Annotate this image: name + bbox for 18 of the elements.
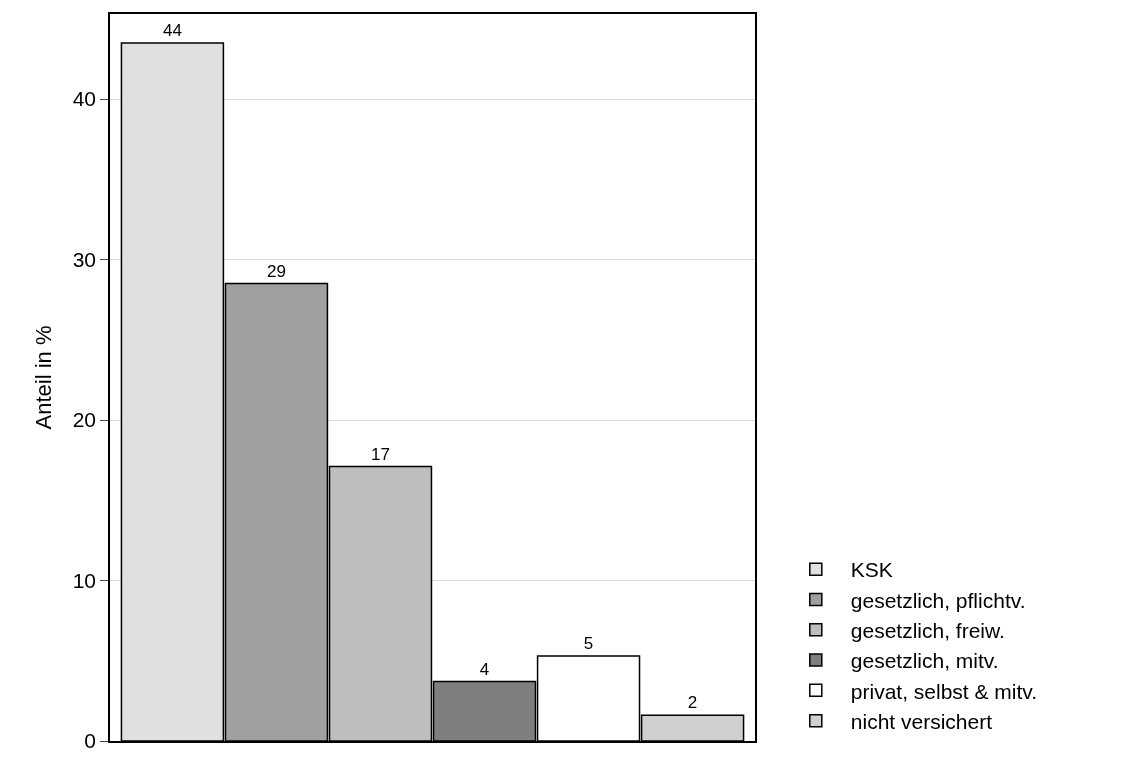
y-tick-label: 10 [72,568,97,592]
data-label: 2 [687,693,698,713]
legend-label: KSK [850,558,893,582]
data-label: 5 [583,633,594,653]
legend-label: privat, selbst & mitv. [850,679,1038,703]
legend-label: nicht versichert [850,709,993,733]
y-tick-label: 0 [84,729,97,753]
data-label: 44 [162,20,182,40]
y-axis-title: Anteil in % [30,325,56,430]
y-tick-label: 20 [72,408,97,432]
y-tick-label: 30 [72,247,97,271]
data-label: 4 [479,659,490,679]
legend-label: gesetzlich, pflichtv. [850,588,1026,612]
legend-label: gesetzlich, freiw. [850,618,1005,642]
data-label: 29 [266,261,286,281]
y-tick-label: 40 [72,87,97,111]
data-label: 17 [371,444,390,464]
legend-label: gesetzlich, mitv. [850,649,999,673]
